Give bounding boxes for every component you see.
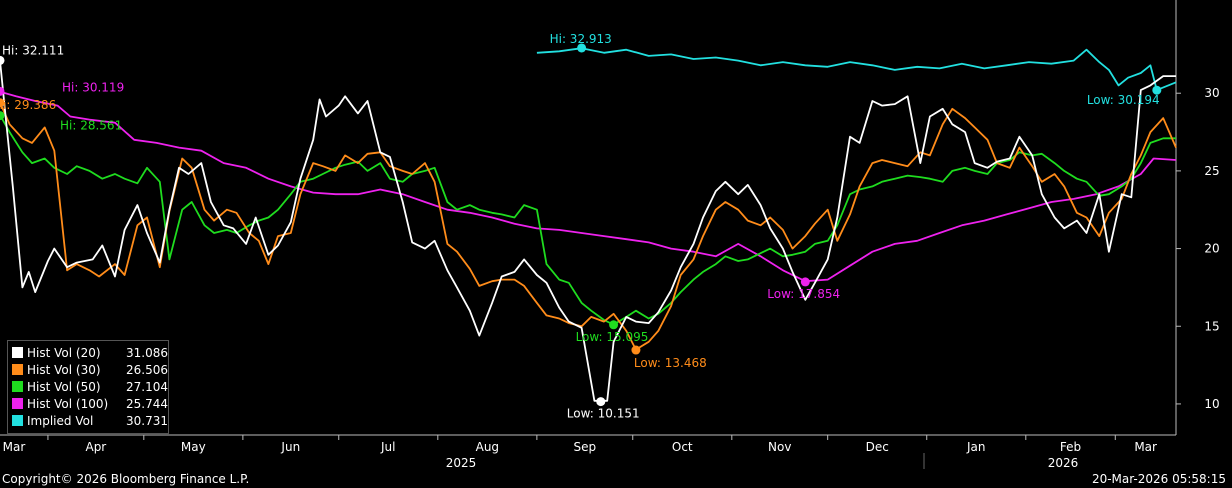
legend-value: 27.104 xyxy=(126,380,168,394)
y-tick-label: 25 xyxy=(1204,164,1219,178)
annotation-label: Hi: 32.913 xyxy=(550,32,612,46)
legend-item: Hist Vol (50) 27.104 xyxy=(12,379,168,395)
legend-label: Hist Vol (30) xyxy=(27,363,101,377)
annotation-label: Low: 13.468 xyxy=(634,356,707,370)
annotation-label: Low: 17.854 xyxy=(767,287,840,301)
legend-value: 25.744 xyxy=(126,397,168,411)
y-tick-label: 10 xyxy=(1204,397,1219,411)
year-label: 2026 xyxy=(1048,456,1079,470)
annotation-marker xyxy=(0,86,5,96)
legend-swatch xyxy=(12,347,23,358)
annotation-label: Low: 30.194 xyxy=(1087,93,1160,107)
annotation-label: Low: 10.151 xyxy=(567,407,640,421)
footer-bar: Copyright© 2026 Bloomberg Finance L.P. 2… xyxy=(0,470,1232,488)
legend-swatch xyxy=(12,415,23,426)
legend-label: Hist Vol (100) xyxy=(27,397,109,411)
legend-item: Implied Vol 30.731 xyxy=(12,413,168,429)
annotation-marker xyxy=(0,111,5,121)
y-tick-label: 15 xyxy=(1204,319,1219,333)
year-label: 2025 xyxy=(446,456,477,470)
legend-swatch xyxy=(12,398,23,409)
annotation-marker xyxy=(0,98,5,108)
annotation-marker xyxy=(577,43,587,53)
annotation-label: Low: 15.095 xyxy=(576,330,649,344)
x-tick-label: Jan xyxy=(966,440,986,454)
legend-item: Hist Vol (100) 25.744 xyxy=(12,396,168,412)
x-tick-label: Jul xyxy=(380,440,395,454)
annotation-marker xyxy=(596,397,606,407)
y-tick-label: 30 xyxy=(1204,86,1219,100)
x-tick-label: Sep xyxy=(573,440,596,454)
series-line-hist-vol-100- xyxy=(0,90,1177,283)
legend-label: Hist Vol (50) xyxy=(27,380,101,394)
annotation-label: Hi: 30.119 xyxy=(62,80,124,94)
legend-swatch xyxy=(12,381,23,392)
legend-label: Hist Vol (20) xyxy=(27,346,101,360)
x-tick-label: Dec xyxy=(866,440,889,454)
timestamp-text: 20-Mar-2026 05:58:15 xyxy=(1091,472,1226,486)
series-line-hist-vol-20- xyxy=(0,60,1176,402)
annotation-label: Hi: 29.386 xyxy=(0,98,56,112)
x-tick-label: Jun xyxy=(280,440,300,454)
legend-swatch xyxy=(12,364,23,375)
annotation-label: Hi: 28.561 xyxy=(60,119,122,133)
legend-value: 31.086 xyxy=(126,346,168,360)
x-tick-label: Nov xyxy=(768,440,791,454)
annotation-marker xyxy=(609,320,619,330)
x-tick-label: Mar xyxy=(1134,440,1157,454)
x-tick-label: Apr xyxy=(85,440,106,454)
legend-label: Implied Vol xyxy=(27,414,94,428)
legend-value: 26.506 xyxy=(126,363,168,377)
copyright-text: Copyright© 2026 Bloomberg Finance L.P. xyxy=(2,472,250,486)
y-tick-label: 20 xyxy=(1204,242,1219,256)
annotation-marker xyxy=(0,55,5,65)
annotation-marker xyxy=(800,277,810,287)
series-line-hist-vol-50- xyxy=(0,114,1176,326)
legend-item: Hist Vol (20) 31.086 xyxy=(12,345,168,361)
x-tick-label: Feb xyxy=(1060,440,1081,454)
legend-item: Hist Vol (30) 26.506 xyxy=(12,362,168,378)
legend-value: 30.731 xyxy=(126,414,168,428)
x-tick-label: Aug xyxy=(476,440,499,454)
x-tick-label: May xyxy=(181,440,206,454)
series-line-hist-vol-30- xyxy=(0,102,1177,351)
annotation-label: Hi: 32.111 xyxy=(2,43,64,57)
series-line-implied-vol xyxy=(536,47,1177,91)
annotation-marker xyxy=(1152,85,1162,95)
chart-legend: Hist Vol (20) 31.086 Hist Vol (30) 26.506 … xyxy=(7,340,169,434)
x-tick-label: Oct xyxy=(672,440,693,454)
annotation-marker xyxy=(631,345,641,355)
x-tick-label: Mar xyxy=(3,440,26,454)
